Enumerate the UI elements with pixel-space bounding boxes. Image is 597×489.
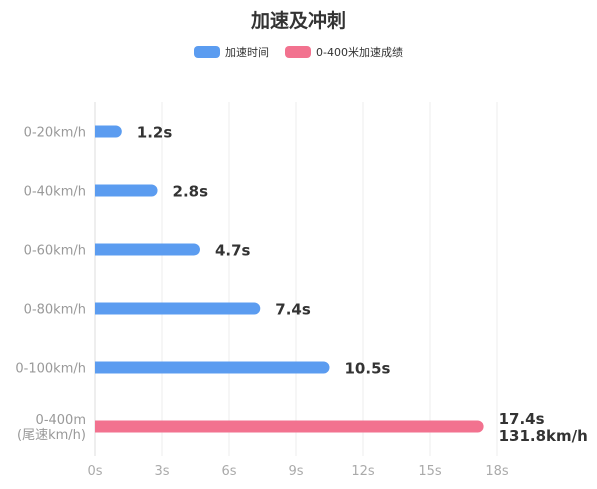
legend-label-acceleration: 加速时间 — [225, 46, 270, 59]
x-tick-label: 12s — [351, 464, 375, 479]
category-label: 0-100km/h — [15, 362, 86, 377]
bar-base — [95, 361, 107, 374]
category-label: 0-40km/h — [24, 185, 86, 200]
data-label: 10.5s — [345, 360, 391, 378]
category-label: 0-60km/h — [24, 244, 86, 259]
bar-base — [95, 302, 107, 315]
legend-swatch-acceleration — [194, 46, 221, 58]
category-label: (尾速km/h) — [17, 428, 86, 443]
data-label: 2.8s — [173, 183, 209, 201]
legend-label-400m: 0-400米加速成绩 — [316, 46, 403, 59]
legend-swatch-400m — [285, 46, 312, 58]
bar-base — [95, 243, 107, 256]
data-label: 4.7s — [215, 242, 251, 260]
x-tick-label: 6s — [221, 464, 236, 479]
bar — [95, 243, 200, 256]
bar-base — [95, 125, 107, 138]
bar-base — [95, 420, 107, 433]
bar-base — [95, 184, 107, 197]
category-label: 0-80km/h — [24, 303, 86, 318]
chart-legend: 加速时间 0-400米加速成绩 — [0, 44, 597, 60]
x-tick-label: 3s — [154, 464, 169, 479]
data-label: 7.4s — [275, 301, 311, 319]
x-tick-label: 18s — [485, 464, 509, 479]
bar — [95, 420, 484, 433]
legend-item-acceleration[interactable]: 加速时间 — [194, 44, 269, 60]
category-label: 0-20km/h — [24, 126, 86, 141]
x-tick-label: 15s — [418, 464, 442, 479]
legend-item-400m[interactable]: 0-400米加速成绩 — [285, 44, 403, 60]
category-label: 0-400m — [36, 413, 86, 428]
data-label: 131.8km/h — [499, 427, 588, 445]
bar — [95, 302, 261, 315]
bar — [95, 184, 158, 197]
data-label: 17.4s — [499, 410, 545, 428]
x-tick-label: 9s — [288, 464, 303, 479]
x-tick-label: 0s — [87, 464, 102, 479]
chart-title: 加速及冲刺 — [250, 10, 346, 32]
data-label: 1.2s — [137, 124, 173, 142]
bar — [95, 361, 330, 374]
